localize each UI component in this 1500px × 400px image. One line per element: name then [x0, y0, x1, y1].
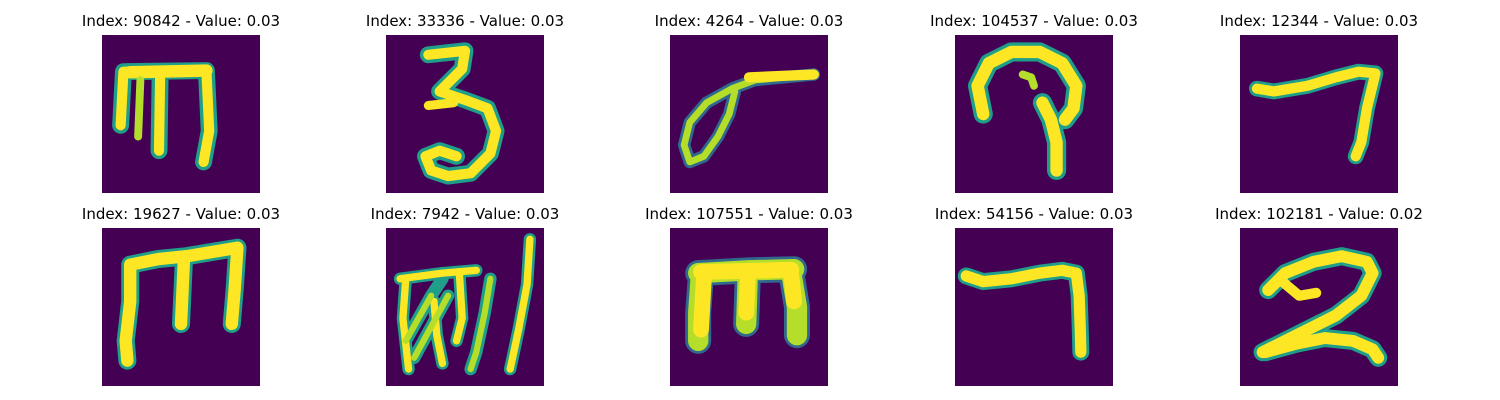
panel-2: Index: 33336 - Value: 0.03: [345, 12, 585, 192]
panel-5: Index: 12344 - Value: 0.03: [1199, 12, 1439, 192]
digit-7-icon: [1240, 35, 1398, 193]
m-letter-icon: [670, 228, 828, 386]
panel-title: Index: 107551 - Value: 0.03: [629, 205, 869, 223]
panel-8: Index: 107551 - Value: 0.03: [629, 205, 869, 385]
panel-4: Index: 104537 - Value: 0.03: [914, 12, 1154, 192]
panel-title: Index: 33336 - Value: 0.03: [345, 12, 585, 30]
digit-2-icon: [1240, 228, 1398, 386]
panel-6: Index: 19627 - Value: 0.03: [61, 205, 301, 385]
digit-7-icon: [955, 228, 1113, 386]
panel-title: Index: 4264 - Value: 0.03: [629, 12, 869, 30]
panel-3: Index: 4264 - Value: 0.03: [629, 12, 869, 192]
panel-title: Index: 90842 - Value: 0.03: [61, 12, 301, 30]
panel-title: Index: 104537 - Value: 0.03: [914, 12, 1154, 30]
panel-title: Index: 102181 - Value: 0.02: [1199, 205, 1439, 223]
loop-stroke-icon: [670, 35, 828, 193]
panel-7: Index: 7942 - Value: 0.03: [345, 205, 585, 385]
hook-shape-icon: [955, 35, 1113, 193]
panel-1: Index: 90842 - Value: 0.03: [61, 12, 301, 192]
panel-9: Index: 54156 - Value: 0.03: [914, 205, 1154, 385]
panel-title: Index: 54156 - Value: 0.03: [914, 205, 1154, 223]
panel-title: Index: 7942 - Value: 0.03: [345, 205, 585, 223]
panel-title: Index: 12344 - Value: 0.03: [1199, 12, 1439, 30]
scribble-icon: [386, 228, 544, 386]
panel-title: Index: 19627 - Value: 0.03: [61, 205, 301, 223]
m-letter-icon: [102, 228, 260, 386]
m-letter-icon: [102, 35, 260, 193]
panel-10: Index: 102181 - Value: 0.02: [1199, 205, 1439, 385]
digit-3-icon: [386, 35, 544, 193]
